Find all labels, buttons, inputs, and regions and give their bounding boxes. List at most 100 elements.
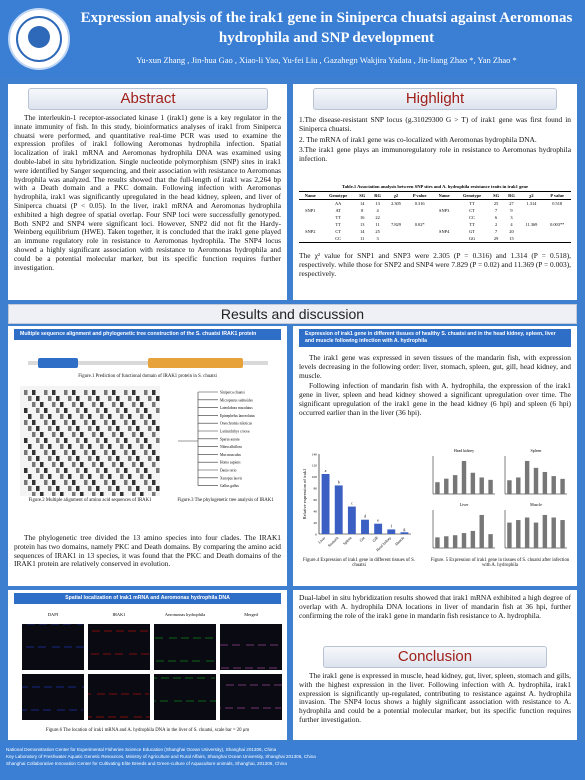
snp-cell bbox=[433, 200, 456, 208]
fish-dot bbox=[38, 686, 40, 688]
fish-dot bbox=[82, 646, 84, 648]
alignment-residue bbox=[148, 414, 152, 419]
alignment-residue bbox=[56, 396, 60, 401]
alignment-residue bbox=[36, 456, 40, 461]
fish-dot bbox=[70, 646, 72, 648]
fish-dot bbox=[118, 630, 120, 632]
alignment-residue bbox=[140, 432, 144, 437]
alignment-residue bbox=[28, 444, 32, 449]
alignment-residue bbox=[104, 390, 108, 395]
snp-header-cell: SG bbox=[354, 191, 370, 200]
alignment-residue bbox=[28, 426, 32, 431]
abstract-heading: Abstract bbox=[28, 88, 268, 110]
fish-dot bbox=[92, 630, 94, 632]
abstract-text: The interleukin-1 receptor-associated ki… bbox=[14, 113, 281, 272]
alignment-residue bbox=[24, 450, 28, 455]
alignment-residue bbox=[116, 438, 120, 443]
alignment-residue bbox=[36, 468, 40, 473]
alignment-residue bbox=[128, 456, 132, 461]
tree-species-label: Siniperca chuatsi bbox=[220, 391, 245, 395]
snp-cell bbox=[432, 235, 456, 243]
fish-dot bbox=[255, 707, 257, 709]
snp-cell bbox=[386, 207, 407, 214]
snp-header-cell: χ2 bbox=[385, 191, 407, 200]
alignment-residue bbox=[92, 420, 96, 425]
fish-dot bbox=[175, 677, 177, 679]
snp-cell bbox=[299, 235, 322, 243]
fish-dot bbox=[102, 716, 104, 718]
snp-cell: GG bbox=[455, 235, 489, 243]
y-tick-label: 120 bbox=[312, 464, 318, 468]
alignment-residue bbox=[92, 450, 96, 455]
alignment-residue bbox=[100, 432, 104, 437]
fish-dot bbox=[210, 660, 212, 662]
abstract-panel: Abstract The interleukin-1 receptor-asso… bbox=[8, 84, 287, 300]
death-domain bbox=[38, 358, 78, 368]
fig3-caption: Figure.3 The phylogenetic tree analysis … bbox=[177, 498, 274, 503]
snp-cell: 1.314 bbox=[526, 201, 537, 206]
mini-bar bbox=[452, 535, 458, 548]
alignment-residue bbox=[60, 414, 64, 419]
fish-dot bbox=[116, 630, 118, 632]
alignment-residue bbox=[156, 438, 160, 443]
fish-signal bbox=[219, 684, 282, 709]
alignment-residue bbox=[32, 390, 36, 395]
fish-dot bbox=[279, 707, 281, 709]
fish-dot bbox=[272, 644, 274, 646]
fish-dot bbox=[188, 700, 190, 702]
fish-dot bbox=[250, 644, 252, 646]
snp-cell: 6 bbox=[494, 215, 498, 220]
spatial-panel: Spatial localization of irak1 mRNA and A… bbox=[8, 590, 287, 740]
mini-bar bbox=[560, 478, 565, 494]
alignment-residue bbox=[140, 474, 144, 479]
fish-dot bbox=[241, 707, 243, 709]
alignment-residue bbox=[64, 480, 68, 485]
y-tick-label: 0 bbox=[315, 532, 317, 536]
alignment-residue bbox=[64, 450, 68, 455]
snp-table-body: AA 14 13 2.305 0.316 TT 25 27 1.314 0.518 SNP1 AT 8 4… bbox=[299, 200, 571, 243]
alignment-residue bbox=[56, 426, 60, 431]
highlight-point: 2. The mRNA of irak1 gene was co-localiz… bbox=[299, 134, 537, 144]
fish-dot bbox=[229, 707, 231, 709]
fish-dot bbox=[115, 693, 117, 695]
fish-dot bbox=[31, 709, 33, 711]
fish-dot bbox=[55, 623, 57, 625]
fish-dot bbox=[240, 684, 242, 686]
alignment-residue bbox=[112, 462, 116, 467]
alignment-residue bbox=[84, 480, 88, 485]
alignment-residue bbox=[24, 420, 28, 425]
fish-dot bbox=[119, 653, 121, 655]
significance-letter: c bbox=[351, 501, 353, 506]
fish-dot bbox=[186, 660, 188, 662]
snp-cell: 4 bbox=[376, 208, 379, 213]
fish-dot bbox=[117, 653, 119, 655]
expression-bar bbox=[334, 485, 343, 534]
fish-dot bbox=[194, 660, 196, 662]
alignment-residue bbox=[148, 444, 152, 449]
fish-dot bbox=[134, 716, 136, 718]
alignment-residue bbox=[48, 426, 52, 431]
fish-dot bbox=[105, 653, 107, 655]
snp-cell: 7.829 bbox=[391, 222, 401, 227]
fish-dot bbox=[63, 709, 65, 711]
fish-dot bbox=[93, 653, 95, 655]
fig1-caption: Figure.1 Prediction of functional domain… bbox=[78, 374, 217, 379]
snp-cell: 3 bbox=[369, 235, 386, 243]
fish-dot bbox=[145, 653, 147, 655]
alignment-residue bbox=[128, 414, 132, 419]
category-label: Gill bbox=[372, 536, 379, 543]
alignment-residue bbox=[156, 456, 160, 461]
snp-header-cell: χ2 bbox=[519, 191, 544, 200]
alignment-residue bbox=[84, 468, 88, 473]
affiliation-line: National Demonstration Center for Experi… bbox=[6, 747, 277, 752]
category-label: Gut bbox=[359, 535, 367, 543]
fish-dot bbox=[75, 709, 77, 711]
alignment-residue bbox=[156, 396, 160, 401]
fish-dot bbox=[40, 646, 42, 648]
snp-row: CC 11 3 GG 29 15 bbox=[299, 235, 571, 243]
fish-dot bbox=[234, 644, 236, 646]
snp-cell bbox=[299, 214, 322, 221]
mini-bar bbox=[507, 480, 512, 494]
alignment-residue bbox=[32, 450, 36, 455]
fish-dot bbox=[180, 700, 182, 702]
